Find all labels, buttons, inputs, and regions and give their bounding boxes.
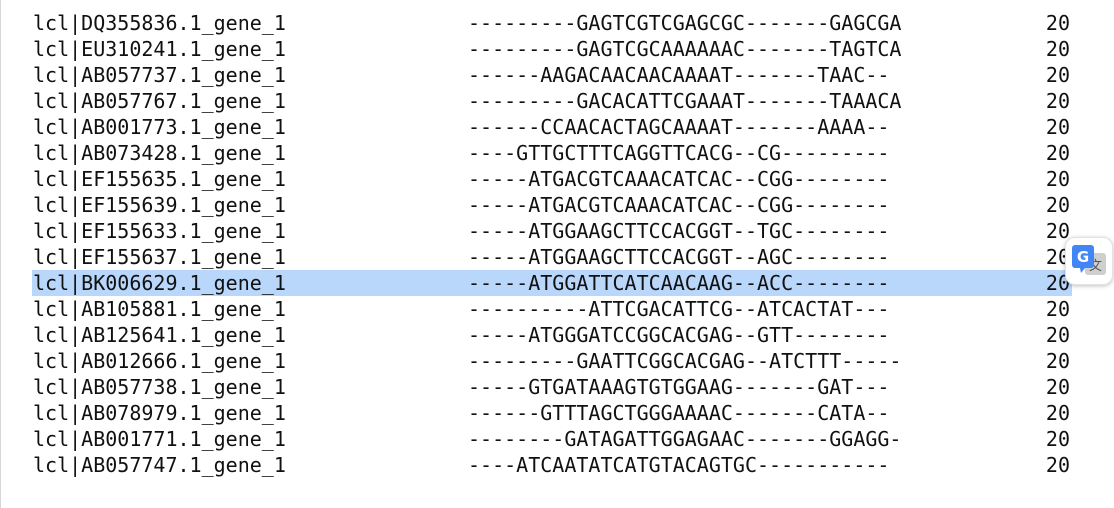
sequence-id: lcl|AB012666.1_gene_1 bbox=[33, 349, 286, 373]
sequence-id: lcl|EF155637.1_gene_1 bbox=[33, 245, 286, 269]
sequence-id: lcl|AB125641.1_gene_1 bbox=[33, 323, 286, 347]
position-count: 20 bbox=[1045, 401, 1070, 425]
sequence-id: lcl|EF155633.1_gene_1 bbox=[33, 219, 286, 243]
alignment-row[interactable]: lcl|BK006629.1_gene_1 -----ATGGATTCATCAAC… bbox=[32, 270, 1072, 296]
position-count: 20 bbox=[1045, 37, 1070, 61]
sequence-id: lcl|AB073428.1_gene_1 bbox=[33, 141, 286, 165]
alignment-row[interactable]: lcl|EF155633.1_gene_1 -----ATGGAAGCTTCCAC… bbox=[32, 218, 1072, 244]
sequence-text: ------GTTTAGCTGGGAAAAC-------CATA-- bbox=[468, 401, 890, 425]
alignment-row[interactable]: lcl|DQ355836.1_gene_1 ---------GAGTCGTCGA… bbox=[32, 10, 1072, 36]
position-count: 20 bbox=[1045, 89, 1070, 113]
sequence-id: lcl|AB001771.1_gene_1 bbox=[33, 427, 286, 451]
sequence-id: lcl|AB001773.1_gene_1 bbox=[33, 115, 286, 139]
alignment-row[interactable]: lcl|AB073428.1_gene_1 ----GTTGCTTTCAGGTTC… bbox=[32, 140, 1072, 166]
sequence-text: -----ATGGAAGCTTCCACGGT--AGC-------- bbox=[468, 245, 890, 269]
alignment-row[interactable]: lcl|AB057737.1_gene_1 ------AAGACAACAACAA… bbox=[32, 62, 1072, 88]
position-count: 20 bbox=[1045, 297, 1070, 321]
sequence-text: ------CCAACACTAGCAAAAT-------AAAA-- bbox=[468, 115, 890, 139]
position-count: 20 bbox=[1045, 219, 1070, 243]
sequence-text: ----ATCAATATCATGTACAGTGC----------- bbox=[468, 453, 890, 477]
sequence-text: ---------GAATTCGGCACGAG--ATCTTT----- bbox=[468, 349, 902, 373]
sequence-id: lcl|AB105881.1_gene_1 bbox=[33, 297, 286, 321]
alignment-row[interactable]: lcl|AB057747.1_gene_1 ----ATCAATATCATGTAC… bbox=[32, 452, 1072, 478]
alignment-row[interactable]: lcl|AB057767.1_gene_1 ---------GACACATTCG… bbox=[32, 88, 1072, 114]
alignment-row[interactable]: lcl|AB078979.1_gene_1 ------GTTTAGCTGGGAA… bbox=[32, 400, 1072, 426]
position-count: 20 bbox=[1045, 323, 1070, 347]
position-count: 20 bbox=[1045, 375, 1070, 399]
sequence-text: ---------GAGTCGTCGAGCGC-------GAGCGA bbox=[468, 11, 902, 35]
alignment-row[interactable]: lcl|EU310241.1_gene_1 ---------GAGTCGCAAA… bbox=[32, 36, 1072, 62]
sequence-id: lcl|AB057747.1_gene_1 bbox=[33, 453, 286, 477]
sequence-text: --------GATAGATTGGAGAAC-------GGAGG- bbox=[468, 427, 902, 451]
alignment-row[interactable]: lcl|AB001771.1_gene_1 --------GATAGATTGGA… bbox=[32, 426, 1072, 452]
position-count: 20 bbox=[1045, 115, 1070, 139]
sequence-id: lcl|DQ355836.1_gene_1 bbox=[33, 11, 286, 35]
position-count: 20 bbox=[1045, 63, 1070, 87]
sequence-text: -----ATGGGATCCGGCACGAG--GTT-------- bbox=[468, 323, 890, 347]
position-count: 20 bbox=[1045, 141, 1070, 165]
translate-button[interactable]: 文 G bbox=[1065, 237, 1113, 285]
alignment-row[interactable]: lcl|AB105881.1_gene_1 ----------ATTCGACAT… bbox=[32, 296, 1072, 322]
alignment-row[interactable]: lcl|AB125641.1_gene_1 -----ATGGGATCCGGCAC… bbox=[32, 322, 1072, 348]
sequence-text: ---------GAGTCGCAAAAAAC-------TAGTCA bbox=[468, 37, 902, 61]
sequence-id: lcl|EU310241.1_gene_1 bbox=[33, 37, 286, 61]
position-count: 20 bbox=[1045, 11, 1070, 35]
sequence-text: ----------ATTCGACATTCG--ATCACTAT--- bbox=[468, 297, 890, 321]
sequence-id: lcl|AB057767.1_gene_1 bbox=[33, 89, 286, 113]
sequence-id: lcl|EF155639.1_gene_1 bbox=[33, 193, 286, 217]
alignment-row[interactable]: lcl|AB001773.1_gene_1 ------CCAACACTAGCAA… bbox=[32, 114, 1072, 140]
sequence-text: ------AAGACAACAACAAAAT-------TAAC-- bbox=[468, 63, 890, 87]
sequence-id: lcl|EF155635.1_gene_1 bbox=[33, 167, 286, 191]
sequence-text: ---------GACACATTCGAAAT-------TAAACA bbox=[468, 89, 902, 113]
sequence-text: -----ATGACGTCAAACATCAC--CGG-------- bbox=[468, 167, 890, 191]
alignment-row[interactable]: lcl|AB012666.1_gene_1 ---------GAATTCGGCA… bbox=[32, 348, 1072, 374]
position-count: 20 bbox=[1045, 167, 1070, 191]
position-count: 20 bbox=[1045, 193, 1070, 217]
sequence-text: -----ATGACGTCAAACATCAC--CGG-------- bbox=[468, 193, 890, 217]
sequence-id: lcl|AB057738.1_gene_1 bbox=[33, 375, 286, 399]
sequence-id: lcl|AB078979.1_gene_1 bbox=[33, 401, 286, 425]
sequence-text: ----GTTGCTTTCAGGTTCACG--CG--------- bbox=[468, 141, 890, 165]
svg-text:G: G bbox=[1077, 248, 1089, 266]
alignment-row[interactable]: lcl|EF155635.1_gene_1 -----ATGACGTCAAACAT… bbox=[32, 166, 1072, 192]
position-count: 20 bbox=[1045, 427, 1070, 451]
alignment-row[interactable]: lcl|EF155637.1_gene_1 -----ATGGAAGCTTCCAC… bbox=[32, 244, 1072, 270]
alignment-row[interactable]: lcl|AB057738.1_gene_1 -----GTGATAAAGTGTGG… bbox=[32, 374, 1072, 400]
sequence-text: -----ATGGAAGCTTCCACGGT--TGC-------- bbox=[468, 219, 890, 243]
alignment-row[interactable]: lcl|EF155639.1_gene_1 -----ATGACGTCAAACAT… bbox=[32, 192, 1072, 218]
google-translate-icon: 文 G bbox=[1072, 245, 1106, 275]
sequence-id: lcl|AB057737.1_gene_1 bbox=[33, 63, 286, 87]
sequence-text: -----GTGATAAAGTGTGGAAG-------GAT--- bbox=[468, 375, 890, 399]
position-count: 20 bbox=[1045, 349, 1070, 373]
alignment-table[interactable]: lcl|DQ355836.1_gene_1 ---------GAGTCGTCGA… bbox=[32, 10, 1072, 478]
position-count: 20 bbox=[1045, 453, 1070, 477]
sequence-id: lcl|BK006629.1_gene_1 bbox=[33, 271, 286, 295]
sequence-text: -----ATGGATTCATCAACAAG--ACC-------- bbox=[468, 271, 890, 295]
